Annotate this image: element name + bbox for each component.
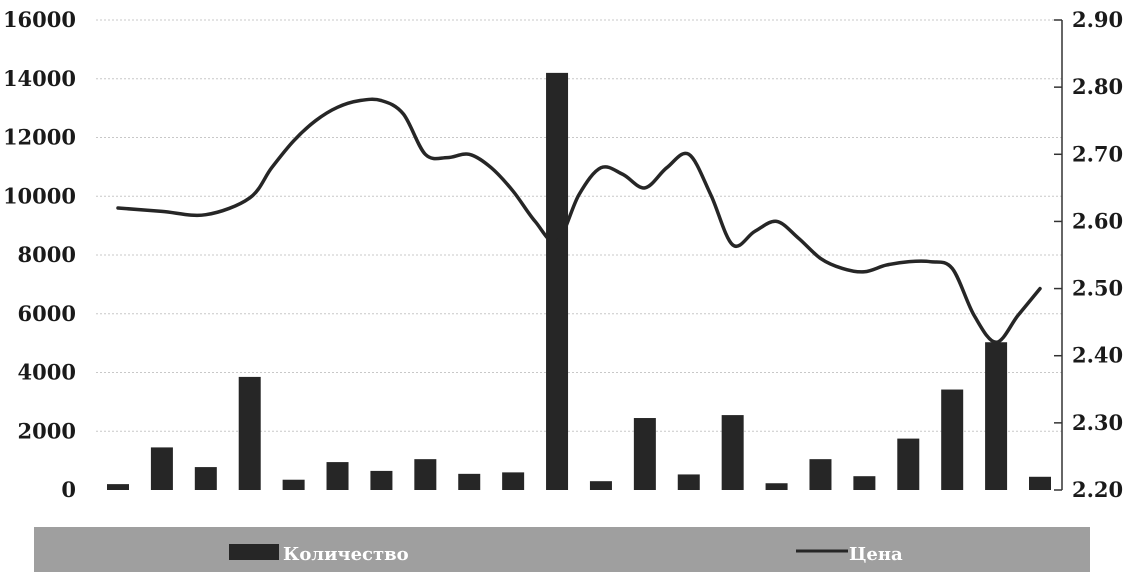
y-left-tick-label: 2000 xyxy=(18,418,76,443)
bar-quantity xyxy=(414,459,437,490)
bar-quantity xyxy=(985,342,1008,490)
axes: 0 2000 4000 6000 8000 10000 12000 14000 16000 2.2… xyxy=(3,7,1123,502)
price-line xyxy=(116,97,1042,345)
y-left-tick-label: 8000 xyxy=(18,242,76,267)
legend-label-quantity: Количество xyxy=(283,544,409,565)
bar-quantity xyxy=(370,470,393,490)
bar-quantity xyxy=(721,415,744,490)
y-right-tick-label: 2.20 xyxy=(1072,477,1123,502)
bar-quantity xyxy=(1029,476,1051,490)
grid xyxy=(96,19,1062,432)
bar-quantity xyxy=(546,72,569,490)
y-left-tick-label: 12000 xyxy=(3,125,76,150)
bar-quantity xyxy=(633,418,656,490)
y-right-tick-label: 2.30 xyxy=(1072,410,1123,435)
y-left-tick-label: 16000 xyxy=(3,7,76,32)
y-left-tick-label: 6000 xyxy=(18,301,76,326)
y-right-tick-label: 2.40 xyxy=(1072,343,1123,368)
y-left-tick-label: 4000 xyxy=(18,360,76,385)
legend: Количество Цена xyxy=(34,527,1090,572)
y-right-tick-label: 2.80 xyxy=(1072,74,1123,99)
y-left-tick-label: 0 xyxy=(61,477,76,502)
bar-quantity xyxy=(107,484,129,490)
bar-quantity xyxy=(150,447,173,490)
bar-quantity xyxy=(238,376,261,490)
bar-quantity xyxy=(326,462,349,490)
y-left-tick-label: 10000 xyxy=(3,183,76,208)
legend-background xyxy=(34,527,1090,572)
bars xyxy=(107,72,1051,490)
bar-quantity xyxy=(809,459,832,490)
y-left-tick-label: 14000 xyxy=(3,66,76,91)
bar-quantity xyxy=(853,476,876,490)
bar-quantity xyxy=(897,438,920,490)
bar-quantity xyxy=(941,389,964,490)
y-right-tick-label: 2.90 xyxy=(1072,7,1123,32)
bar-quantity xyxy=(589,481,612,490)
bar-quantity xyxy=(502,472,525,490)
y-right-tick-label: 2.60 xyxy=(1072,208,1123,233)
bar-quantity xyxy=(677,474,700,490)
bar-quantity xyxy=(194,467,217,490)
y-right-tick-label: 2.70 xyxy=(1072,141,1123,166)
bar-quantity xyxy=(282,479,305,490)
line-price xyxy=(116,97,1042,345)
legend-swatch-quantity xyxy=(229,544,279,560)
bar-quantity xyxy=(458,473,481,490)
y-right-tick-label: 2.50 xyxy=(1072,276,1123,301)
legend-label-price: Цена xyxy=(849,544,903,565)
bar-quantity xyxy=(765,483,788,490)
